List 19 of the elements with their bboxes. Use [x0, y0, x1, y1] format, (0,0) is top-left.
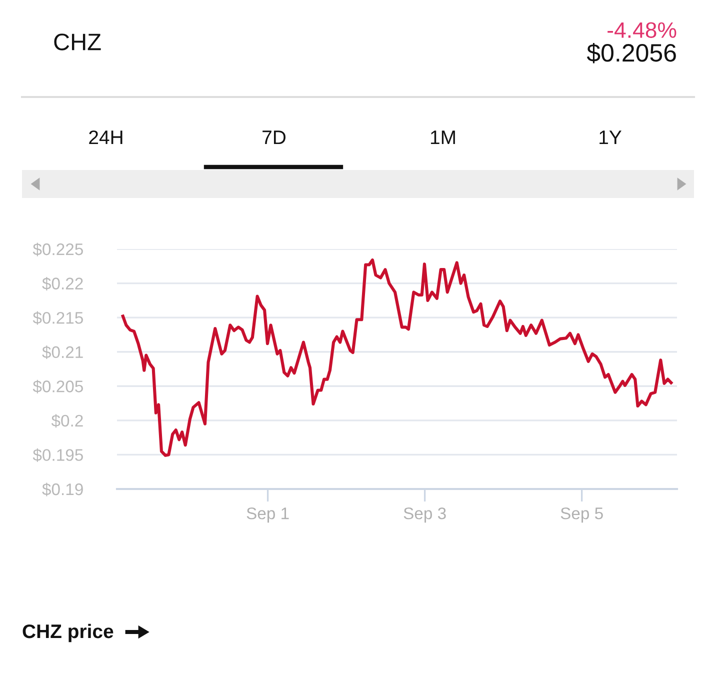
text: -4.48% — [608, 22, 676, 38]
text: CHZ price — [22, 624, 114, 642]
y-tick-label: $0.19 — [42, 482, 83, 496]
text: $0.2056 — [586, 42, 676, 64]
y-tick-label: $0.2 — [51, 414, 83, 428]
y-tick-label: $0.22 — [42, 276, 83, 290]
text: 24H — [89, 130, 122, 144]
y-tick-label: $0.225 — [32, 242, 83, 256]
x-tick-label: Sep 1 — [246, 507, 289, 523]
text: 1Y — [600, 130, 622, 144]
text: 7D — [262, 130, 286, 144]
chart-title: CHZ — [54, 34, 101, 50]
x-tick-label: Sep 3 — [404, 507, 446, 523]
y-tick-label: $0.215 — [32, 311, 83, 325]
y-tick-label: $0.195 — [32, 448, 83, 462]
text: 1M — [430, 130, 455, 144]
y-tick-label: $0.21 — [42, 346, 83, 360]
y-tick-label: $0.205 — [32, 380, 83, 394]
x-tick-label: Sep 5 — [560, 507, 603, 523]
